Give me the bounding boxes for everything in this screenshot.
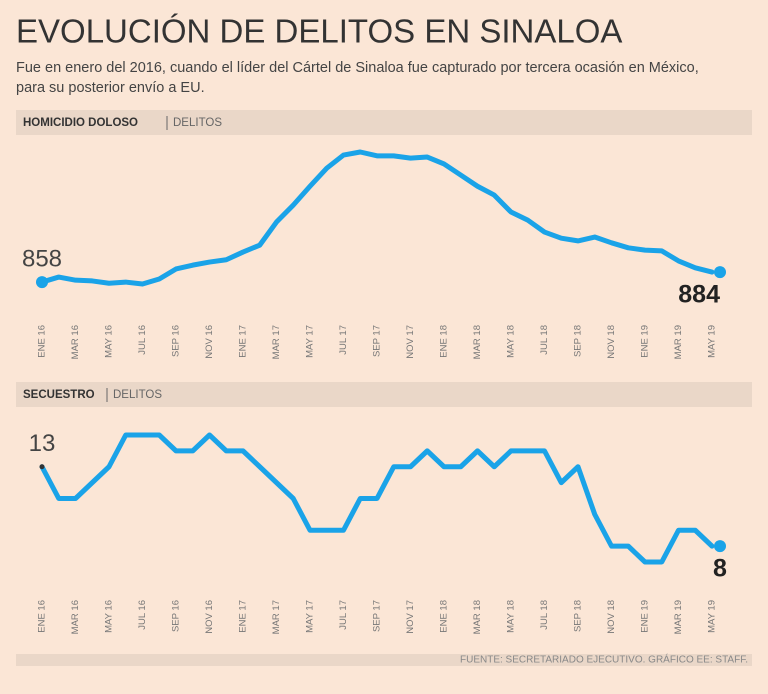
line xyxy=(39,149,715,287)
x-tick-label: ENE 16 xyxy=(37,600,48,633)
x-tick-label: JUL 17 xyxy=(338,600,349,630)
x-tick-label: MAY 16 xyxy=(104,325,115,358)
x-tick-label: NOV 18 xyxy=(606,325,617,359)
x-tick-label: NOV 16 xyxy=(204,600,215,634)
x-tick-label: JUL 16 xyxy=(137,600,148,630)
x-tick-label: MAY 17 xyxy=(305,325,316,358)
end-point xyxy=(714,266,726,279)
x-tick-label: ENE 18 xyxy=(439,325,450,358)
x-tick-label: MAY 19 xyxy=(707,600,718,633)
x-tick-label: SEP 17 xyxy=(372,325,383,357)
title: EVOLUCIÓN DE DELITOS EN SINALOA xyxy=(16,13,622,50)
source: FUENTE: SECRETARIADO EJECUTIVO. GRÁFICO … xyxy=(460,653,748,666)
x-tick-label: NOV 17 xyxy=(405,600,416,634)
x-tick-label: MAR 18 xyxy=(472,600,483,634)
x-tick-label: ENE 19 xyxy=(640,325,651,358)
x-tick-label: SEP 18 xyxy=(573,600,584,632)
x-tick-label: MAR 16 xyxy=(70,325,81,359)
x-tick-label: MAY 17 xyxy=(305,600,316,633)
x-tick-label: ENE 17 xyxy=(238,325,249,358)
line xyxy=(39,432,715,565)
x-tick-label: NOV 17 xyxy=(405,325,416,359)
x-tick-label: MAY 16 xyxy=(104,600,115,633)
x-tick-label: JUL 18 xyxy=(539,600,550,630)
x-tick-label: ENE 17 xyxy=(238,600,249,633)
x-tick-label: ENE 19 xyxy=(640,600,651,633)
end-label: 884 xyxy=(678,281,720,309)
x-tick-label: ENE 18 xyxy=(439,600,450,633)
end-label: 8 xyxy=(713,555,727,583)
x-tick-label: MAR 18 xyxy=(472,325,483,359)
subtitle: Fue en enero del 2016, cuando el líder d… xyxy=(16,60,699,76)
x-tick-label: SEP 18 xyxy=(573,325,584,357)
chart-label: DELITOS xyxy=(113,389,162,401)
x-tick-label: MAR 19 xyxy=(673,600,684,634)
x-tick-label: MAR 17 xyxy=(271,600,282,634)
x-tick-label: JUL 17 xyxy=(338,325,349,355)
x-tick-label: SEP 16 xyxy=(171,600,182,632)
footer-bar xyxy=(16,654,752,666)
end-point xyxy=(714,540,726,553)
x-tick-label: JUL 16 xyxy=(137,325,148,355)
chart-title: HOMICIDIO DOLOSO xyxy=(23,117,138,129)
start-label: 13 xyxy=(29,430,56,457)
x-tick-label: MAY 18 xyxy=(506,325,517,358)
start-point xyxy=(39,464,45,470)
x-tick-label: MAY 19 xyxy=(707,325,718,358)
x-tick-label: MAY 18 xyxy=(506,600,517,633)
header-bar xyxy=(16,110,752,135)
x-tick-label: MAR 19 xyxy=(673,325,684,359)
start-point xyxy=(36,276,48,289)
subtitle: para su posterior envío a EU. xyxy=(16,80,205,96)
x-tick-label: MAR 17 xyxy=(271,325,282,359)
start-label: 858 xyxy=(22,245,62,272)
x-tick-label: MAR 16 xyxy=(70,600,81,634)
x-tick-label: NOV 16 xyxy=(204,325,215,359)
x-tick-label: SEP 16 xyxy=(171,325,182,357)
chart-label: DELITOS xyxy=(173,117,222,129)
chart-title: SECUESTRO xyxy=(23,389,95,401)
x-tick-label: SEP 17 xyxy=(372,600,383,632)
x-tick-label: ENE 16 xyxy=(37,325,48,358)
x-tick-label: NOV 18 xyxy=(606,600,617,634)
header-bar xyxy=(16,382,752,407)
x-tick-label: JUL 18 xyxy=(539,325,550,355)
